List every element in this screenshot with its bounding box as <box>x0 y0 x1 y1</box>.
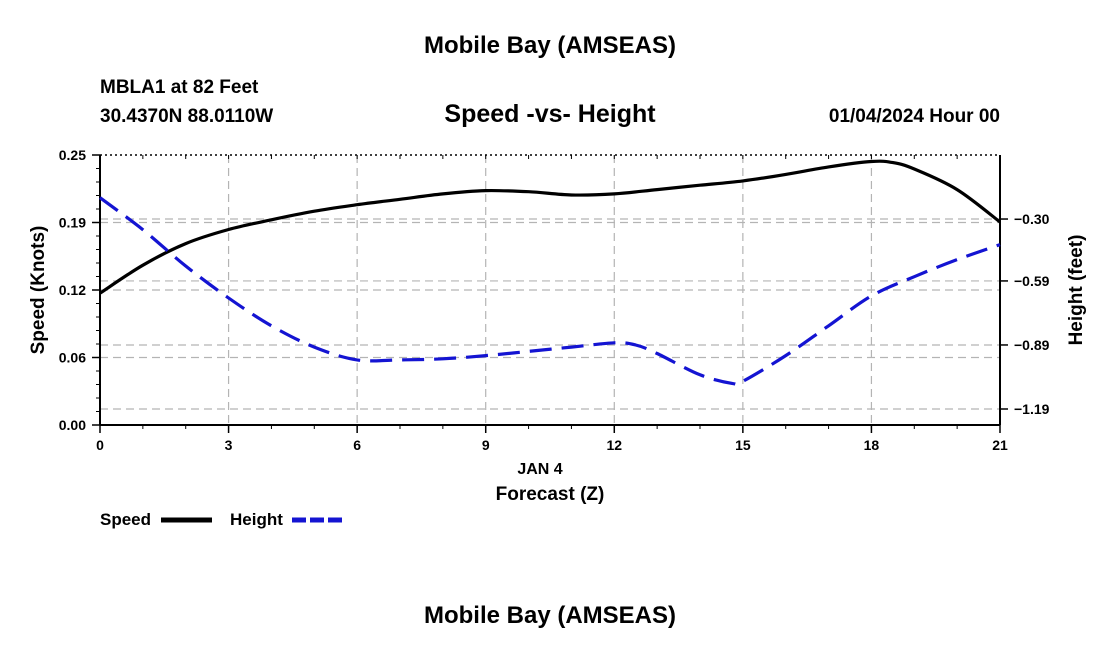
x-axis-date-label: JAN 4 <box>517 461 562 478</box>
y2-tick-label: −0.30 <box>1014 211 1050 227</box>
x-axis-title: Forecast (Z) <box>496 484 605 505</box>
y-tick-label: 0.25 <box>59 147 86 163</box>
x-tick-label: 6 <box>353 437 361 453</box>
station-coordinates: 30.4370N 88.0110W <box>100 106 274 127</box>
height-series-line <box>99 196 1001 387</box>
y2-tick-label: −0.89 <box>1014 337 1050 353</box>
y-axis-title: Speed (Knots) <box>28 226 49 355</box>
x-tick-label: 9 <box>482 437 490 453</box>
y-tick-label: 0.19 <box>59 215 86 231</box>
chart-title: Mobile Bay (AMSEAS) <box>423 32 677 59</box>
x-tick-label: 18 <box>864 437 880 453</box>
y2-axis-title: Height (feet) <box>1066 235 1087 346</box>
y-tick-label: 0.12 <box>59 282 86 298</box>
y2-tick-label: −1.19 <box>1014 401 1050 417</box>
forecast-datetime: 01/04/2024 Hour 00 <box>828 106 1000 127</box>
footer-title: Mobile Bay (AMSEAS) <box>423 602 677 629</box>
x-tick-label: 21 <box>992 437 1008 453</box>
x-tick-label: 0 <box>96 437 104 453</box>
x-tick-label: 15 <box>735 437 751 453</box>
chart-subtitle: Speed -vs- Height <box>444 100 656 128</box>
x-tick-label: 12 <box>606 437 622 453</box>
legend-speed-label: Speed <box>100 510 152 529</box>
y2-tick-label: −0.59 <box>1014 273 1050 289</box>
station-label: MBLA1 at 82 Feet <box>100 77 259 98</box>
x-tick-label: 3 <box>225 437 233 453</box>
y-tick-label: 0.00 <box>59 417 86 433</box>
speed-series-line <box>99 159 1001 295</box>
y-tick-label: 0.06 <box>59 350 86 366</box>
legend-height-label: Height <box>230 510 283 529</box>
